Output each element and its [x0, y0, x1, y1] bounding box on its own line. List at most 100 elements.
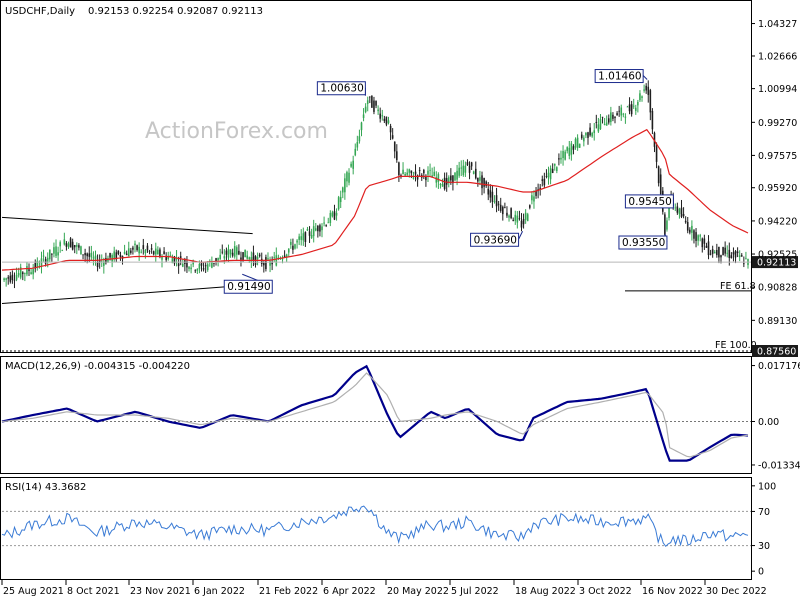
candle-body: [51, 253, 53, 255]
x-axis-label: 30 Dec 2022: [706, 586, 767, 597]
candle-body: [718, 246, 720, 258]
candle-body: [165, 255, 167, 261]
ohlc-readout: 0.92153 0.92254 0.92087 0.92113: [88, 6, 263, 17]
candle-body: [607, 118, 610, 123]
candle-body: [472, 171, 475, 174]
macd-title: MACD(12,26,9) -0.004315 -0.004220: [5, 361, 190, 372]
candle-body: [529, 205, 531, 208]
candle-body: [691, 225, 693, 233]
candle-body: [572, 146, 575, 150]
candle-body: [362, 114, 365, 118]
candle-body: [67, 243, 70, 247]
candle-body: [514, 214, 517, 221]
candle-body: [705, 245, 708, 248]
macd-plot: [1, 364, 751, 462]
candle-body: [632, 105, 635, 107]
candle-body: [464, 165, 467, 173]
candle-body: [595, 121, 598, 124]
candle-body: [410, 170, 413, 174]
candle-body: [13, 279, 16, 281]
x-axis-label: 25 Aug 2021: [3, 586, 64, 597]
candle-body: [196, 268, 199, 271]
annotation-box: [624, 194, 674, 209]
candle-body: [682, 213, 685, 217]
annotation-box: [594, 69, 644, 84]
price-axis-label: 1.02666: [758, 51, 797, 62]
candle-body: [308, 231, 311, 236]
candle-body: [344, 178, 346, 193]
candle-body: [123, 251, 126, 254]
candle-body: [379, 113, 381, 119]
channel-lower-line: [1, 284, 253, 305]
candle-body: [547, 172, 550, 178]
candle-body: [730, 255, 733, 259]
candle-body: [200, 263, 203, 266]
candle-body: [240, 257, 242, 260]
candle-body: [113, 251, 116, 260]
candle-body: [468, 165, 471, 173]
candle-body: [15, 275, 18, 280]
candle-body: [454, 172, 456, 181]
candle-body: [11, 274, 14, 281]
candle-body: [489, 190, 492, 198]
candle-body: [553, 163, 556, 166]
candle-body: [387, 120, 390, 124]
candle-body: [32, 269, 34, 275]
candle-body: [154, 248, 157, 255]
price-axis-label: 1.04327: [758, 19, 797, 30]
candle-body: [562, 150, 564, 159]
candle-body: [385, 116, 388, 125]
candle-body: [425, 176, 427, 181]
current-price-box: [752, 256, 798, 269]
candle-body: [474, 168, 477, 179]
candle-body: [443, 177, 446, 189]
candle-body: [491, 191, 494, 202]
candle-body: [533, 196, 535, 202]
candle-body: [198, 264, 201, 270]
candle-body: [477, 177, 479, 182]
candle-body: [381, 115, 384, 117]
candle-body: [408, 169, 411, 173]
candle-body: [65, 243, 68, 247]
candle-body: [391, 135, 394, 139]
candle-body: [659, 174, 662, 194]
candle-body: [543, 178, 546, 186]
candle-body: [28, 269, 30, 271]
candle-body: [689, 229, 691, 233]
candle-body: [63, 239, 66, 245]
candle-body: [603, 124, 606, 125]
candle-body: [416, 175, 419, 180]
annotation-label: 1.00630: [320, 83, 363, 95]
candle-body: [53, 247, 55, 254]
candle-body: [157, 249, 159, 255]
candle-body: [233, 246, 236, 257]
candle-body: [711, 249, 714, 254]
candle-body: [59, 242, 61, 247]
candle-body: [360, 122, 363, 131]
candle-body: [285, 254, 288, 258]
candle-body: [275, 255, 278, 266]
candle-body: [258, 254, 261, 257]
candle-body: [568, 147, 571, 156]
candle-body: [574, 138, 577, 148]
candle-body: [485, 181, 487, 187]
candle-body: [252, 252, 255, 261]
candle-body: [339, 196, 342, 203]
candle-body: [512, 219, 514, 221]
current-price-label: 0.92113: [757, 258, 796, 269]
annotation-box: [223, 279, 273, 294]
candle-body: [354, 148, 357, 156]
candle-body: [335, 212, 338, 216]
candle-body: [495, 195, 498, 207]
candle-body: [90, 252, 93, 258]
candle-body: [144, 250, 147, 254]
candle-body: [163, 251, 165, 255]
candle-body: [310, 235, 313, 238]
candle-body: [92, 257, 95, 259]
watermark-text: ActionForex.com: [145, 119, 328, 144]
candle-body: [161, 256, 163, 260]
candle-body: [522, 219, 525, 225]
rsi-axis-label: 0: [758, 567, 764, 578]
candle-body: [250, 257, 253, 263]
